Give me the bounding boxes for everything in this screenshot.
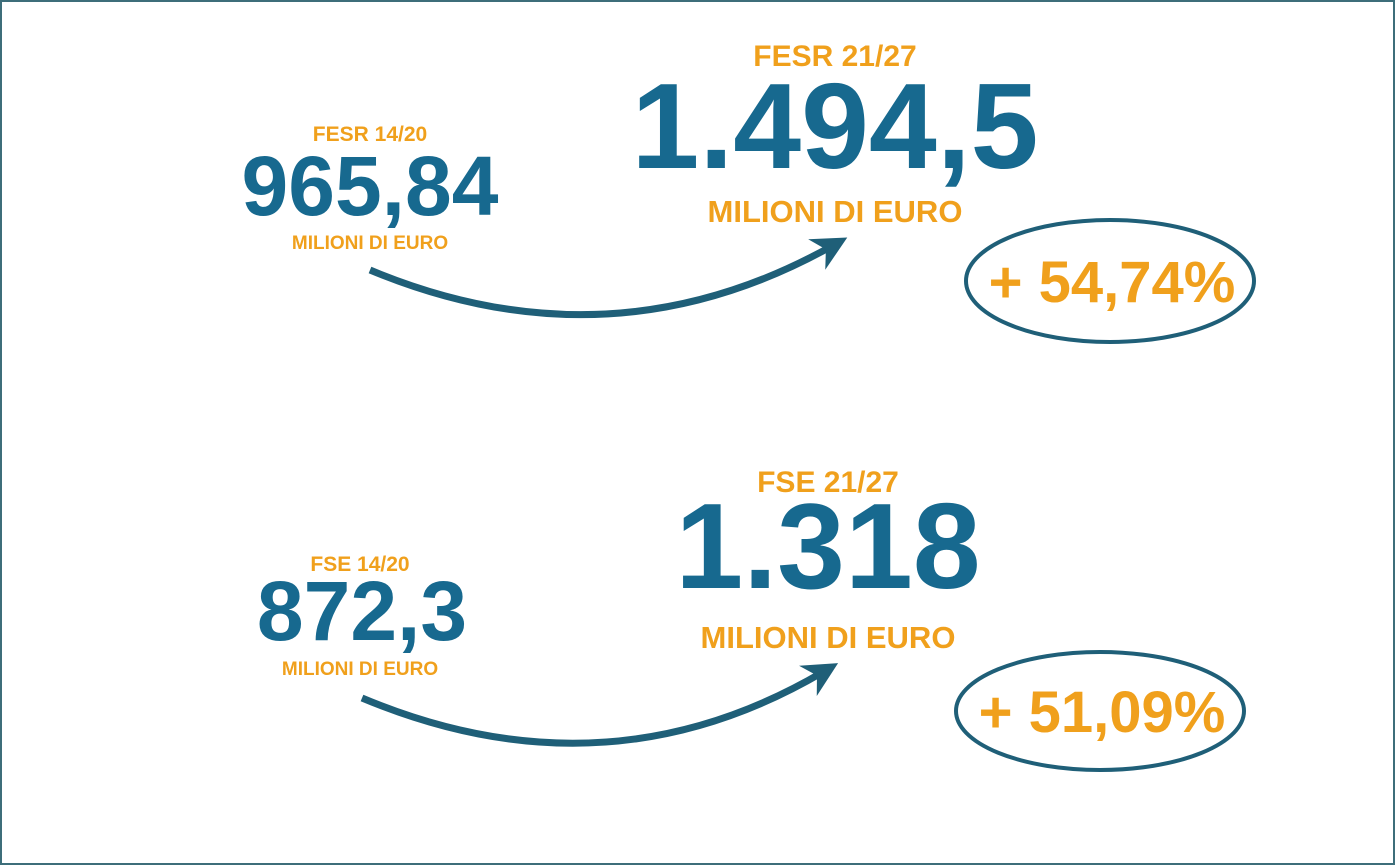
old-unit: MILIONI DI EURO	[282, 659, 438, 680]
arrow	[360, 663, 839, 747]
old-value: 965,84	[242, 139, 499, 233]
new-label: FESR 21/27	[753, 40, 916, 73]
change: + 54,74%	[989, 250, 1236, 315]
block-fse: FSE 14/20 872,3 MILIONI DI EURO FSE 21/2…	[257, 466, 1246, 772]
new-unit: MILIONI DI EURO	[701, 620, 956, 655]
new-value: 1.494,5	[631, 58, 1038, 194]
arrow	[368, 237, 848, 319]
old-unit: MILIONI DI EURO	[292, 233, 448, 254]
block-fesr: FESR 14/20 965,84 MILIONI DI EURO FESR 2…	[242, 40, 1256, 344]
new-value: 1.318	[675, 478, 980, 614]
new-label: FSE 21/27	[757, 466, 899, 499]
old-label: FSE 14/20	[310, 553, 409, 576]
old-label: FESR 14/20	[313, 123, 427, 146]
old-value: 872,3	[257, 564, 467, 658]
change: + 51,09%	[979, 680, 1226, 745]
change-ellipse	[954, 650, 1246, 772]
change-ellipse	[964, 218, 1256, 344]
new-unit: MILIONI DI EURO	[708, 194, 963, 229]
